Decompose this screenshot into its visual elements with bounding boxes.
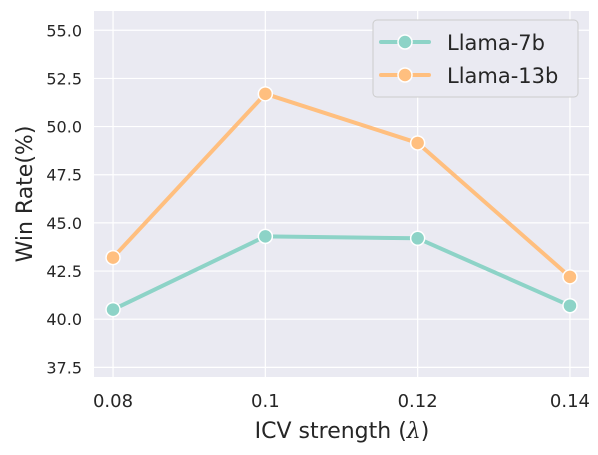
legend-item-llama-13b: Llama-13b bbox=[379, 64, 558, 88]
legend-box bbox=[372, 19, 579, 98]
data-point-llama-7b bbox=[409, 230, 426, 247]
x-tick-label: 0.08 bbox=[93, 391, 133, 412]
y-tick-label: 55.0 bbox=[46, 21, 82, 40]
x-axis-label: ICV strength (λ) bbox=[255, 419, 430, 444]
legend-marker bbox=[397, 34, 413, 50]
series-line-llama-13b bbox=[111, 91, 572, 279]
tick-labels: 37.5 40.0 42.5 45.0 47.5 50.0 52.5 55.0 0.08 0.1 0… bbox=[46, 21, 590, 412]
x-axis-label-close: ) bbox=[421, 419, 430, 444]
data-point-llama-13b bbox=[562, 269, 578, 285]
y-tick-label: 47.5 bbox=[46, 166, 82, 185]
legend: Llama-7b Llama-13b bbox=[372, 19, 579, 98]
data-point-llama-13b bbox=[257, 86, 274, 102]
y-tick-label: 40.0 bbox=[46, 310, 82, 329]
data-point-llama-7b bbox=[562, 297, 578, 314]
y-tick-label: 52.5 bbox=[46, 69, 82, 88]
x-axis-label-text: ICV strength ( bbox=[255, 419, 407, 444]
legend-label: Llama-13b bbox=[447, 64, 558, 88]
legend-marker bbox=[397, 67, 413, 83]
series-layer bbox=[105, 86, 578, 318]
legend-item-llama-7b: Llama-7b bbox=[379, 31, 545, 55]
legend-label: Llama-7b bbox=[447, 31, 545, 55]
y-tick-label: 45.0 bbox=[46, 214, 82, 233]
data-point-llama-13b bbox=[409, 135, 426, 151]
y-tick-label: 37.5 bbox=[46, 358, 82, 377]
x-tick-label: 0.12 bbox=[398, 391, 438, 412]
data-point-llama-7b bbox=[105, 301, 121, 318]
x-tick-label: 0.14 bbox=[550, 391, 590, 412]
legend-items: Llama-7b Llama-13b bbox=[379, 31, 558, 88]
x-tick-label: 0.1 bbox=[251, 391, 280, 412]
grid-lines bbox=[94, 11, 589, 377]
series-line-llama-7b bbox=[111, 234, 572, 312]
y-axis-label: Win Rate(%) bbox=[13, 126, 38, 263]
data-point-llama-7b bbox=[257, 228, 274, 245]
data-point-llama-13b bbox=[105, 249, 121, 266]
lambda-symbol: λ bbox=[406, 419, 421, 444]
y-tick-label: 50.0 bbox=[46, 118, 82, 137]
y-tick-label: 42.5 bbox=[46, 262, 82, 281]
